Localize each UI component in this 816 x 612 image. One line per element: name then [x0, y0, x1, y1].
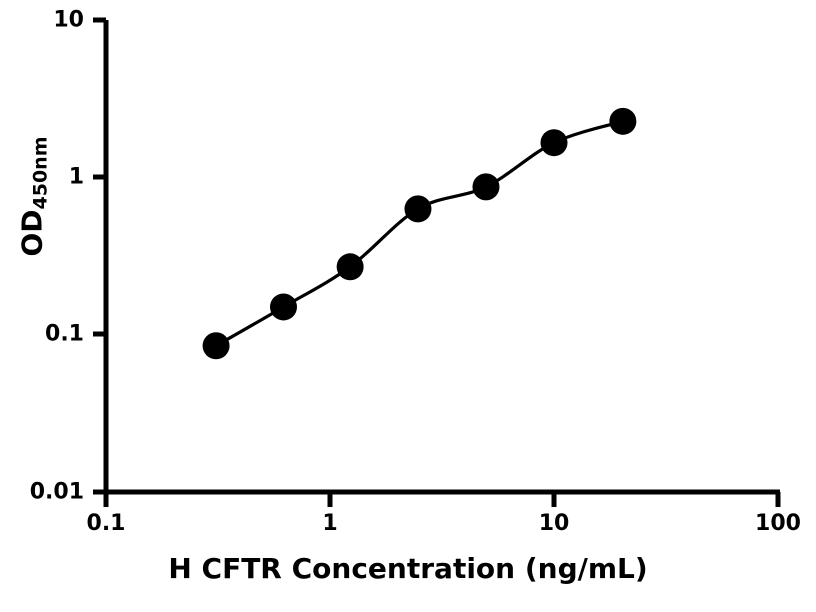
- data-point: [404, 195, 432, 223]
- y-tick-label-0.01: 0.01: [29, 479, 84, 505]
- data-point-markers: [202, 107, 637, 360]
- x-axis-title: H CFTR Concentration (ng/mL): [168, 552, 648, 585]
- y-axis-title-subscript: 450nm: [29, 136, 52, 210]
- x-tick-label-1: 1: [322, 511, 338, 536]
- x-axis-ticks: [103, 492, 781, 507]
- data-point: [609, 107, 637, 135]
- data-point: [540, 129, 568, 157]
- x-tick-label-0.1: 0.1: [86, 511, 126, 536]
- y-tick-label-10: 10: [53, 7, 84, 33]
- data-point: [202, 332, 230, 360]
- data-point: [472, 173, 500, 201]
- y-tick-label-1: 1: [68, 164, 84, 190]
- x-tick-label-10: 10: [538, 511, 570, 536]
- y-axis-title-base: OD: [15, 209, 49, 257]
- x-tick-label-100: 100: [755, 511, 801, 536]
- y-axis-title: OD450nm: [15, 47, 52, 347]
- data-point: [270, 293, 297, 321]
- data-point: [336, 253, 364, 281]
- y-tick-label-0.1: 0.1: [45, 321, 84, 347]
